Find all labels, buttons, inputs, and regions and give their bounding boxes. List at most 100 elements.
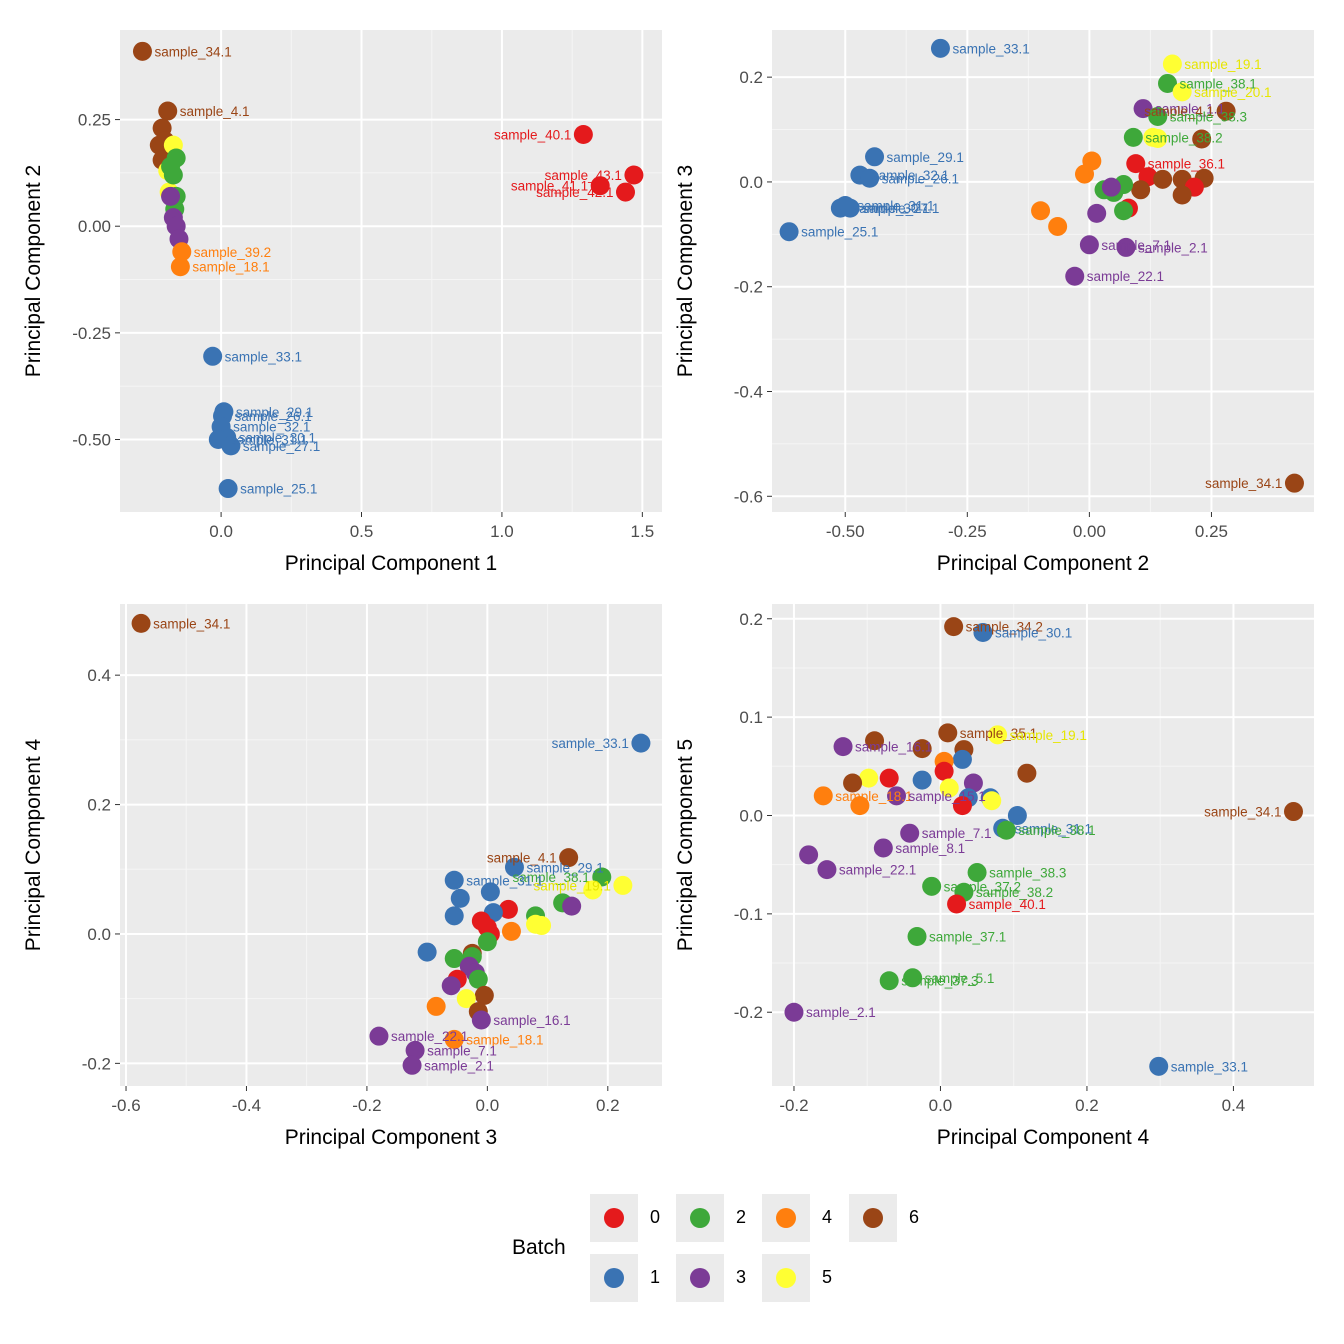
data-point — [590, 176, 610, 196]
x-tick-label: -0.4 — [232, 1096, 261, 1115]
legend-swatch — [604, 1268, 624, 1288]
data-point — [405, 1040, 425, 1060]
point-label: sample_33.1 — [952, 41, 1029, 56]
data-point — [860, 168, 880, 188]
point-label: sample_42.1 — [536, 185, 613, 200]
data-point — [221, 436, 241, 456]
data-point — [131, 613, 151, 633]
data-point — [456, 989, 476, 1009]
point-label: sample_2.1 — [1138, 240, 1208, 255]
data-point — [1101, 177, 1121, 197]
data-point — [1153, 169, 1173, 189]
y-axis-title: Principal Component 5 — [674, 739, 697, 951]
data-point — [562, 896, 582, 916]
legend-swatch — [863, 1208, 883, 1228]
data-point — [903, 968, 923, 988]
data-point — [559, 848, 579, 868]
x-axis-title: Principal Component 1 — [285, 552, 497, 575]
data-point — [996, 820, 1016, 840]
data-point — [784, 1002, 804, 1022]
x-tick-label: 0.4 — [1222, 1096, 1246, 1115]
x-axis-title: Principal Component 3 — [285, 1126, 497, 1149]
data-point — [1216, 101, 1236, 121]
point-label: sample_40.1 — [969, 897, 1046, 912]
legend-label: 4 — [822, 1207, 833, 1227]
data-point — [900, 823, 920, 843]
y-tick-label: 0.00 — [78, 217, 111, 236]
point-label: sample_18.1 — [192, 260, 269, 275]
point-label: sample_38.2 — [1145, 130, 1222, 145]
data-point — [813, 786, 833, 806]
data-point — [583, 880, 603, 900]
data-point — [1192, 129, 1212, 149]
x-tick-label: -0.2 — [779, 1096, 808, 1115]
plot-background — [772, 604, 1314, 1086]
data-point — [944, 617, 964, 637]
point-label: sample_34.1 — [154, 44, 231, 59]
point-label: sample_31.1 — [466, 873, 543, 888]
point-label: sample_30.1 — [995, 626, 1072, 641]
x-tick-label: 0.2 — [596, 1096, 620, 1115]
x-tick-label: 0.2 — [1075, 1096, 1099, 1115]
point-label: sample_37.3 — [901, 974, 978, 989]
point-label: sample_33.1 — [225, 349, 302, 364]
point-label: sample_7.1 — [922, 826, 992, 841]
point-label: sample_16.1 — [493, 1013, 570, 1028]
point-label: sample_32.1 — [233, 420, 310, 435]
legend-label: 6 — [909, 1207, 920, 1227]
point-label: sample_5.1 — [925, 971, 995, 986]
data-point — [973, 623, 993, 643]
point-label: sample_38.2 — [976, 885, 1053, 900]
point-label: sample_29.1 — [236, 405, 313, 420]
y-tick-label: 0.2 — [87, 796, 111, 815]
y-tick-label: -0.2 — [734, 278, 763, 297]
point-label: sample_32.1 — [872, 168, 949, 183]
data-point — [477, 932, 497, 952]
data-point — [203, 346, 223, 366]
data-point — [907, 926, 927, 946]
legend-key-1 — [590, 1254, 638, 1302]
data-point — [930, 38, 950, 58]
data-point — [1116, 237, 1136, 257]
point-label: sample_25.1 — [240, 482, 317, 497]
point-label: sample_26.1 — [882, 171, 959, 186]
point-label: sample_15.1 — [909, 789, 986, 804]
data-point — [879, 768, 899, 788]
point-label: sample_34.2 — [966, 620, 1043, 635]
point-label: sample_1.1 — [1155, 102, 1225, 117]
legend-label: 2 — [736, 1207, 747, 1227]
point-label: sample_19.1 — [534, 878, 611, 893]
point-label: sample_41.1 — [511, 179, 588, 194]
data-point — [939, 778, 959, 798]
point-label: sample_38.1 — [1018, 823, 1095, 838]
data-point — [1065, 266, 1085, 286]
data-point — [952, 796, 972, 816]
y-axis-title: Principal Component 3 — [674, 165, 697, 377]
data-point — [1149, 1056, 1169, 1076]
y-tick-label: 0.0 — [739, 806, 763, 825]
x-axis-title: Principal Component 4 — [937, 1126, 1150, 1149]
point-label: sample_29.1 — [887, 150, 964, 165]
point-label: sample_2.1 — [806, 1005, 876, 1020]
data-point — [402, 1055, 422, 1075]
point-label: sample_20.1 — [1194, 85, 1271, 100]
point-label: sample_26.1 — [235, 409, 312, 424]
data-point — [132, 41, 152, 61]
data-point — [480, 882, 500, 902]
data-point — [1048, 216, 1068, 236]
data-point — [934, 761, 954, 781]
point-label: sample_31.1 — [857, 199, 934, 214]
x-tick-label: 1.5 — [631, 522, 655, 541]
point-label: sample_37.1 — [929, 929, 1006, 944]
point-label: sample_27.1 — [243, 439, 320, 454]
x-tick-label: 0.0 — [929, 1096, 953, 1115]
panel-3: -0.6 -0.4 -0.2 0.0 0.2 -0.2 0.0 0.2 0.4 Principal… — [22, 604, 662, 1149]
data-point — [501, 921, 521, 941]
data-point — [444, 870, 464, 890]
data-point — [947, 894, 967, 914]
data-point — [504, 857, 524, 877]
point-label: sample_19.1 — [1184, 57, 1261, 72]
point-label: sample_38.1 — [512, 870, 589, 885]
y-tick-label: 0.25 — [78, 111, 111, 130]
data-point — [444, 1029, 464, 1049]
